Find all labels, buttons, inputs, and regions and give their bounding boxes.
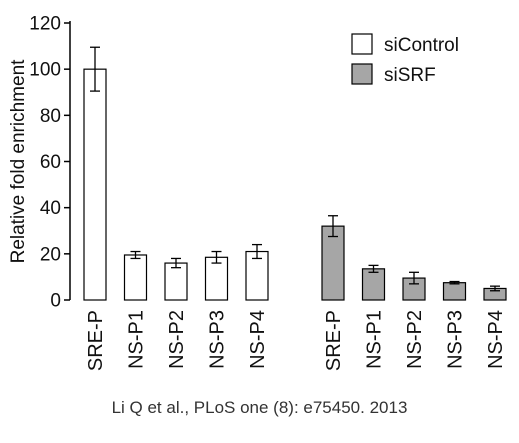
y-tick-label-0: 0 <box>50 291 61 312</box>
x-tick-label-siSRF-SRE-P: SRE-P <box>323 310 345 371</box>
x-tick-label-siSRF-NS-P2: NS-P2 <box>404 310 426 369</box>
bar-siSRF-SRE-P <box>321 225 345 301</box>
x-tick-label-siSRF-NS-P1: NS-P1 <box>364 310 386 369</box>
x-tick-label-siControl-NS-P2: NS-P2 <box>166 310 188 369</box>
bar-siControl-NS-P2 <box>164 262 188 301</box>
x-tick-label-siControl-SRE-P: SRE-P <box>85 310 107 371</box>
legend-label-siSRF: siSRF <box>384 65 436 86</box>
y-tick-label-40: 40 <box>40 198 61 219</box>
legend-swatch-siControl <box>351 33 373 55</box>
x-tick-label-siControl-NS-P3: NS-P3 <box>207 310 229 369</box>
bar-siSRF-NS-P1 <box>361 268 386 301</box>
x-tick-label-siSRF-NS-P4: NS-P4 <box>485 310 507 369</box>
y-tick-label-100: 100 <box>29 60 61 81</box>
x-tick-label-siSRF-NS-P3: NS-P3 <box>445 310 467 369</box>
y-tick-label-20: 20 <box>40 244 61 265</box>
citation-caption: Li Q et al., PLoS one (8): e75450. 2013 <box>111 398 408 417</box>
legend-swatch-siSRF <box>351 63 373 85</box>
x-tick-label-siControl-NS-P4: NS-P4 <box>247 310 269 369</box>
bar-siSRF-NS-P3 <box>442 282 467 301</box>
bar-siControl-SRE-P <box>83 68 107 301</box>
y-tick-label-60: 60 <box>40 152 61 173</box>
y-axis-title: Relative fold enrichment <box>8 59 29 264</box>
y-tick-label-80: 80 <box>40 106 61 127</box>
y-tick-label-120: 120 <box>29 14 61 35</box>
x-tick-label-siControl-NS-P1: NS-P1 <box>126 310 148 369</box>
bar-siControl-NS-P1 <box>123 254 148 301</box>
legend-label-siControl: siControl <box>384 35 459 56</box>
